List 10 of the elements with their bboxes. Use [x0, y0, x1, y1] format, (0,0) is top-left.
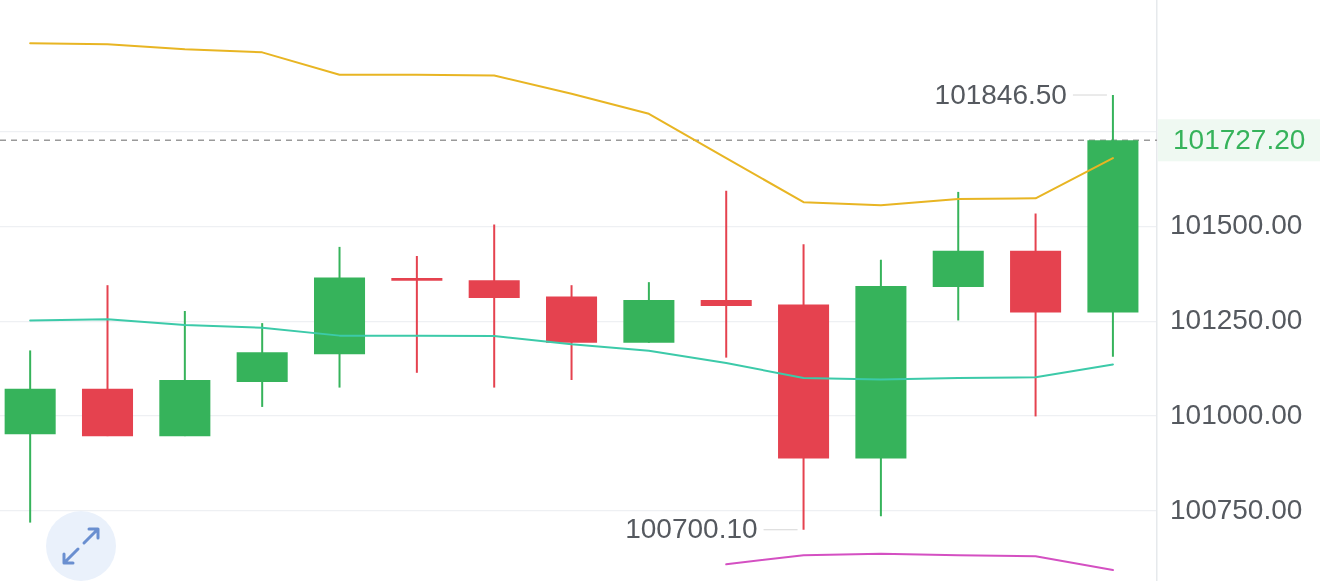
annotation: 101846.50	[934, 78, 1067, 110]
y-tick-label: 100750.00	[1170, 493, 1303, 525]
y-tick-label: 101500.00	[1170, 209, 1303, 241]
annotation: 100700.10	[625, 513, 758, 545]
y-tick-label: 101000.00	[1170, 398, 1303, 430]
ref-line-label: 101727.20	[1173, 123, 1306, 155]
candlestick	[700, 189, 752, 359]
y-tick-label: 101250.00	[1170, 303, 1303, 335]
candlestick	[391, 254, 443, 374]
candlestick	[468, 223, 520, 389]
